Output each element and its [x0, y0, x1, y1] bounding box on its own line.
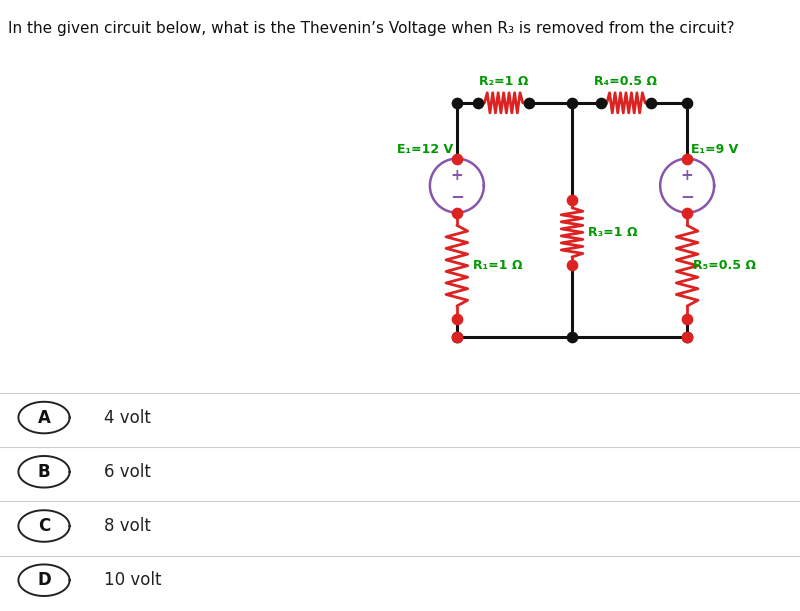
Point: [645, 98, 658, 108]
Text: +: +: [681, 168, 694, 183]
Point: [681, 208, 694, 218]
Point: [681, 154, 694, 164]
Text: C: C: [38, 517, 50, 535]
Point: [681, 332, 694, 342]
Text: D: D: [37, 571, 51, 589]
Point: [566, 195, 578, 205]
Point: [594, 98, 607, 108]
Text: R₁=1 Ω: R₁=1 Ω: [473, 259, 522, 272]
Point: [566, 260, 578, 269]
Point: [681, 314, 694, 324]
Text: 6 volt: 6 volt: [104, 463, 151, 481]
Point: [450, 314, 463, 324]
Point: [522, 98, 535, 108]
Text: R₂=1 Ω: R₂=1 Ω: [479, 76, 528, 89]
Text: A: A: [38, 409, 50, 426]
Point: [450, 208, 463, 218]
Text: 4 volt: 4 volt: [104, 409, 151, 426]
Text: 10 volt: 10 volt: [104, 571, 162, 589]
Point: [566, 332, 578, 342]
Point: [472, 98, 485, 108]
Point: [681, 332, 694, 342]
Text: R₃=1 Ω: R₃=1 Ω: [588, 226, 638, 239]
Point: [681, 98, 694, 108]
Text: E₁=9 V: E₁=9 V: [690, 143, 738, 156]
Point: [450, 154, 463, 164]
Text: +: +: [450, 168, 463, 183]
Text: R₅=0.5 Ω: R₅=0.5 Ω: [693, 259, 755, 272]
Text: −: −: [680, 187, 694, 205]
Text: In the given circuit below, what is the Thevenin’s Voltage when R₃ is removed fr: In the given circuit below, what is the …: [8, 21, 734, 36]
Point: [566, 98, 578, 108]
Text: E₁=12 V: E₁=12 V: [397, 143, 454, 156]
Point: [450, 98, 463, 108]
Text: B: B: [38, 463, 50, 481]
Text: R₄=0.5 Ω: R₄=0.5 Ω: [594, 76, 658, 89]
Text: 8 volt: 8 volt: [104, 517, 151, 535]
Point: [450, 332, 463, 342]
Text: −: −: [450, 187, 464, 205]
Point: [450, 332, 463, 342]
